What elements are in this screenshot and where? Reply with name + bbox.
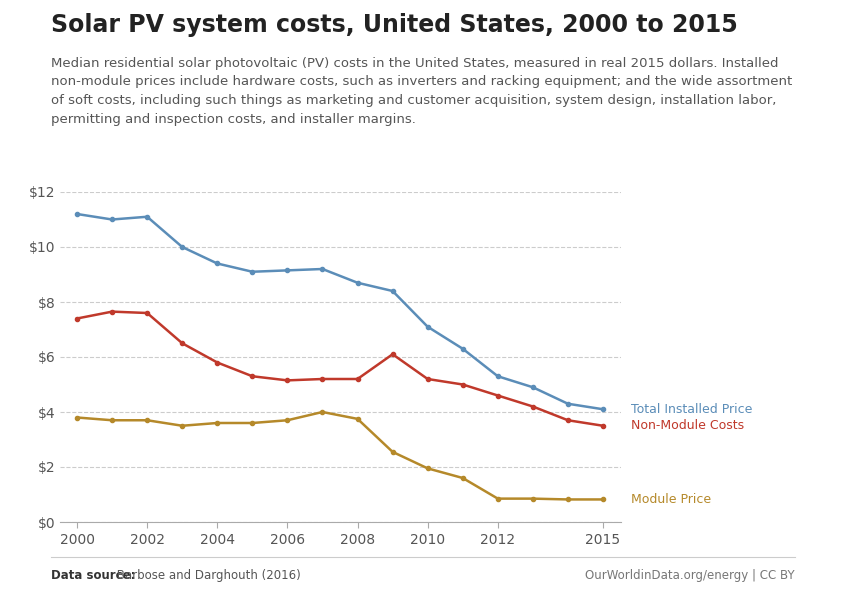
Text: Non-Module Costs: Non-Module Costs <box>631 419 744 432</box>
Text: in Data: in Data <box>716 36 763 49</box>
Text: OurWorldinData.org/energy | CC BY: OurWorldinData.org/energy | CC BY <box>585 569 795 582</box>
Text: Median residential solar photovoltaic (PV) costs in the United States, measured : Median residential solar photovoltaic (P… <box>51 57 792 125</box>
Text: Barbose and Darghouth (2016): Barbose and Darghouth (2016) <box>113 569 301 582</box>
Text: Solar PV system costs, United States, 2000 to 2015: Solar PV system costs, United States, 20… <box>51 13 738 37</box>
Text: Data source:: Data source: <box>51 569 135 582</box>
Text: Our World: Our World <box>706 19 773 32</box>
Text: Module Price: Module Price <box>631 493 711 506</box>
Text: Total Installed Price: Total Installed Price <box>631 403 752 416</box>
